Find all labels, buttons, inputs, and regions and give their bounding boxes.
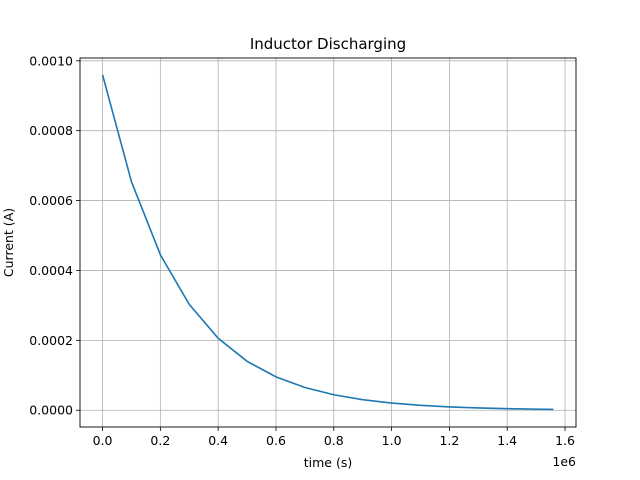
- x-axis-label: time (s): [304, 455, 352, 470]
- x-tick-label: 0.4: [208, 433, 228, 448]
- y-tick-label: 0.0010: [29, 53, 73, 68]
- x-tick-label: 1.0: [382, 433, 402, 448]
- grid: [80, 58, 576, 427]
- y-tick-label: 0.0004: [29, 263, 73, 278]
- x-tick-label: 0.0: [93, 433, 113, 448]
- plot-area-frame: [79, 57, 577, 428]
- y-tick-label: 0.0008: [29, 123, 73, 138]
- x-tick-label: 0.8: [324, 433, 344, 448]
- x-tick-label: 0.6: [266, 433, 286, 448]
- y-axis-label: Current (A): [1, 208, 16, 277]
- x-tick-label: 0.2: [150, 433, 170, 448]
- y-tick-label: 0.0002: [29, 333, 73, 348]
- ticks: 0.0 0.2 0.4 0.6 0.8 1.0 1.2 1.4 1.6 0.0000 0.0002 0…: [29, 53, 575, 448]
- y-tick-label: 0.0000: [29, 403, 73, 418]
- y-tick-label: 0.0006: [29, 193, 73, 208]
- series-line: [101, 74, 554, 411]
- x-axis-offset-label: 1e6: [552, 454, 576, 469]
- x-tick-label: 1.2: [439, 433, 459, 448]
- x-tick-label: 1.4: [497, 433, 517, 448]
- x-tick-label: 1.6: [555, 433, 575, 448]
- chart-title: Inductor Discharging: [250, 35, 406, 53]
